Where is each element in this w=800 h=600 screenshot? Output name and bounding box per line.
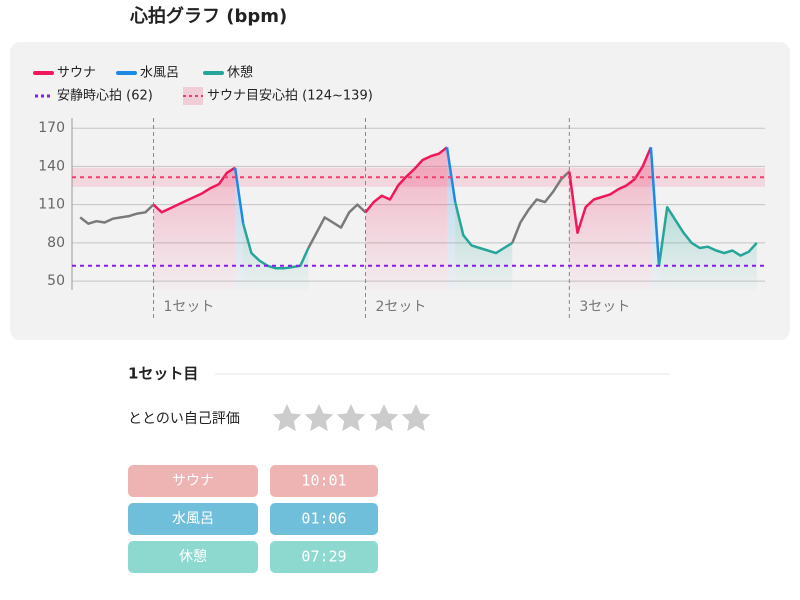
legend-swatch bbox=[183, 87, 203, 105]
y-tick-label: 80 bbox=[47, 235, 65, 251]
rating-stars[interactable] bbox=[272, 404, 431, 432]
set-label: 3セット bbox=[579, 299, 630, 315]
series-area bbox=[243, 202, 757, 290]
star[interactable] bbox=[272, 404, 302, 432]
phase-name: 休憩 bbox=[179, 548, 207, 565]
phase-time: 01:06 bbox=[301, 510, 346, 528]
legend-label: 安静時心拍 (62) bbox=[57, 89, 153, 104]
series-area bbox=[235, 147, 659, 290]
y-tick-label: 170 bbox=[38, 120, 65, 136]
section-title: 1セット目 bbox=[128, 365, 198, 383]
y-tick-label: 140 bbox=[38, 158, 65, 174]
series-line bbox=[152, 146, 653, 234]
phase-cell bbox=[128, 541, 258, 573]
time-cell bbox=[270, 465, 378, 497]
legend-label: 休憩 bbox=[227, 65, 253, 81]
star[interactable] bbox=[304, 404, 334, 432]
rating-label: ととのい自己評価 bbox=[128, 411, 240, 427]
y-tick-label: 50 bbox=[47, 273, 65, 289]
phase-time: 07:29 bbox=[301, 548, 346, 566]
set-label: 2セット bbox=[376, 299, 427, 315]
legend-label: 水風呂 bbox=[140, 66, 179, 81]
series-area bbox=[153, 147, 651, 290]
page-title: 心拍グラフ (bpm) bbox=[129, 5, 287, 27]
star[interactable] bbox=[401, 404, 431, 432]
series-line bbox=[79, 170, 571, 249]
star[interactable] bbox=[369, 404, 399, 432]
phase-time: 10:01 bbox=[301, 472, 346, 490]
legend-label: サウナ目安心拍 (124~139) bbox=[207, 89, 373, 104]
phase-table: サウナ 10:01 水風呂 01:06 休憩 07:29 bbox=[128, 465, 378, 573]
time-cell bbox=[270, 503, 378, 535]
phase-cell bbox=[128, 465, 258, 497]
star[interactable] bbox=[336, 404, 366, 432]
series-line bbox=[233, 147, 661, 266]
legend-label: サウナ bbox=[57, 66, 96, 81]
phase-name: サウナ bbox=[172, 473, 214, 489]
phase-cell bbox=[128, 503, 258, 535]
set-label: 1セット bbox=[164, 299, 215, 315]
time-cell bbox=[270, 541, 378, 573]
y-tick-label: 110 bbox=[38, 197, 65, 213]
phase-name: 水風呂 bbox=[172, 511, 214, 527]
